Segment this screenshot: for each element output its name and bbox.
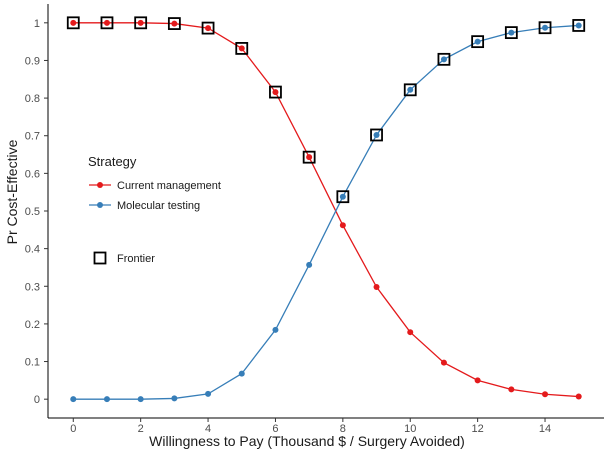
frontier-marker xyxy=(437,52,451,66)
frontier-marker xyxy=(403,83,417,97)
y-axis-title: Pr Cost-Effective xyxy=(4,139,20,244)
series-line-molecular-testing xyxy=(73,24,579,400)
y-tick-label: 0.8 xyxy=(25,93,40,105)
frontier-marker xyxy=(167,17,181,30)
x-tick-label: 0 xyxy=(70,423,76,435)
data-point-molecular-testing xyxy=(171,395,178,402)
legend-title: Strategy xyxy=(88,154,137,169)
data-point-molecular-testing xyxy=(440,56,447,63)
series xyxy=(70,19,582,403)
data-point-current-management xyxy=(103,19,110,26)
y-tick-label: 0.4 xyxy=(25,244,40,256)
data-point-current-management xyxy=(407,329,414,336)
series-line-current-management xyxy=(73,22,579,398)
x-tick-label: 6 xyxy=(272,423,278,435)
frontier-marker xyxy=(504,26,518,40)
data-point-molecular-testing xyxy=(70,396,77,403)
x-tick-label: 14 xyxy=(539,423,551,435)
data-point-current-management xyxy=(306,154,313,161)
legend-label-frontier: Frontier xyxy=(117,253,155,265)
frontier-marker xyxy=(538,21,552,35)
data-point-current-management xyxy=(373,284,380,291)
frontier-marker xyxy=(269,85,282,99)
y-tick-label: 0.3 xyxy=(25,281,40,293)
data-point-current-management xyxy=(137,19,144,26)
x-tick-label: 12 xyxy=(472,423,484,435)
y-tick-label: 0.2 xyxy=(25,319,40,331)
frontier-marker xyxy=(302,150,316,164)
data-point-molecular-testing xyxy=(238,370,245,377)
data-point-molecular-testing xyxy=(306,261,313,268)
frontier-marker xyxy=(572,19,586,32)
x-axis-title: Willingness to Pay (Thousand $ / Surgery… xyxy=(149,433,465,449)
frontier-marker xyxy=(66,16,80,30)
data-point-molecular-testing xyxy=(474,38,481,45)
data-point-current-management xyxy=(575,393,582,400)
data-point-molecular-testing xyxy=(542,24,549,31)
frontier-marker xyxy=(471,35,485,49)
y-tick-label: 0.5 xyxy=(25,206,40,218)
frontier-markers xyxy=(66,16,586,204)
data-point-current-management xyxy=(171,20,178,27)
legend-key-point-current-management xyxy=(97,182,103,188)
data-point-molecular-testing xyxy=(272,326,279,333)
data-point-current-management xyxy=(205,25,212,32)
data-point-molecular-testing xyxy=(373,131,380,138)
y-tick-label: 0.1 xyxy=(25,357,40,369)
frontier-marker xyxy=(100,16,114,30)
data-point-molecular-testing xyxy=(103,396,110,403)
y-tick-label: 0.6 xyxy=(25,168,40,180)
data-point-molecular-testing xyxy=(205,390,212,397)
data-point-current-management xyxy=(339,222,346,229)
ticks: 00.10.20.30.40.50.60.70.80.910 2 4 6 8 10 12 14 xyxy=(25,18,551,435)
frontier-marker xyxy=(134,16,148,30)
x-tick-label: 4 xyxy=(205,423,211,435)
data-point-current-management xyxy=(70,19,77,26)
frontier-marker xyxy=(336,190,350,204)
y-tick-label: 0.7 xyxy=(25,131,40,143)
data-point-current-management xyxy=(440,359,447,366)
x-tick-label: 2 xyxy=(138,423,144,435)
frontier-marker xyxy=(370,128,383,142)
y-tick-label: 0.9 xyxy=(25,55,40,67)
data-point-current-management xyxy=(542,391,549,398)
legend-label-molecular-testing: Molecular testing xyxy=(117,200,200,212)
legend-key-frontier-square xyxy=(93,251,107,265)
legend-key-point-molecular-testing xyxy=(97,202,103,208)
data-point-molecular-testing xyxy=(137,396,144,403)
frontier-marker xyxy=(235,42,249,55)
legend: Strategy Current management Molecular te… xyxy=(88,154,221,265)
data-point-molecular-testing xyxy=(575,22,582,29)
frontier-marker xyxy=(201,21,215,35)
data-point-current-management xyxy=(508,386,515,393)
data-point-molecular-testing xyxy=(339,193,346,200)
data-point-molecular-testing xyxy=(508,29,515,36)
x-tick-label: 10 xyxy=(404,423,416,435)
data-point-molecular-testing xyxy=(407,86,414,93)
data-point-current-management xyxy=(238,45,245,52)
y-tick-label: 1 xyxy=(34,18,40,30)
x-tick-label: 8 xyxy=(340,423,346,435)
data-point-current-management xyxy=(474,377,481,384)
y-tick-label: 0 xyxy=(34,394,40,406)
data-point-current-management xyxy=(272,89,279,96)
legend-label-current-management: Current management xyxy=(117,180,221,192)
